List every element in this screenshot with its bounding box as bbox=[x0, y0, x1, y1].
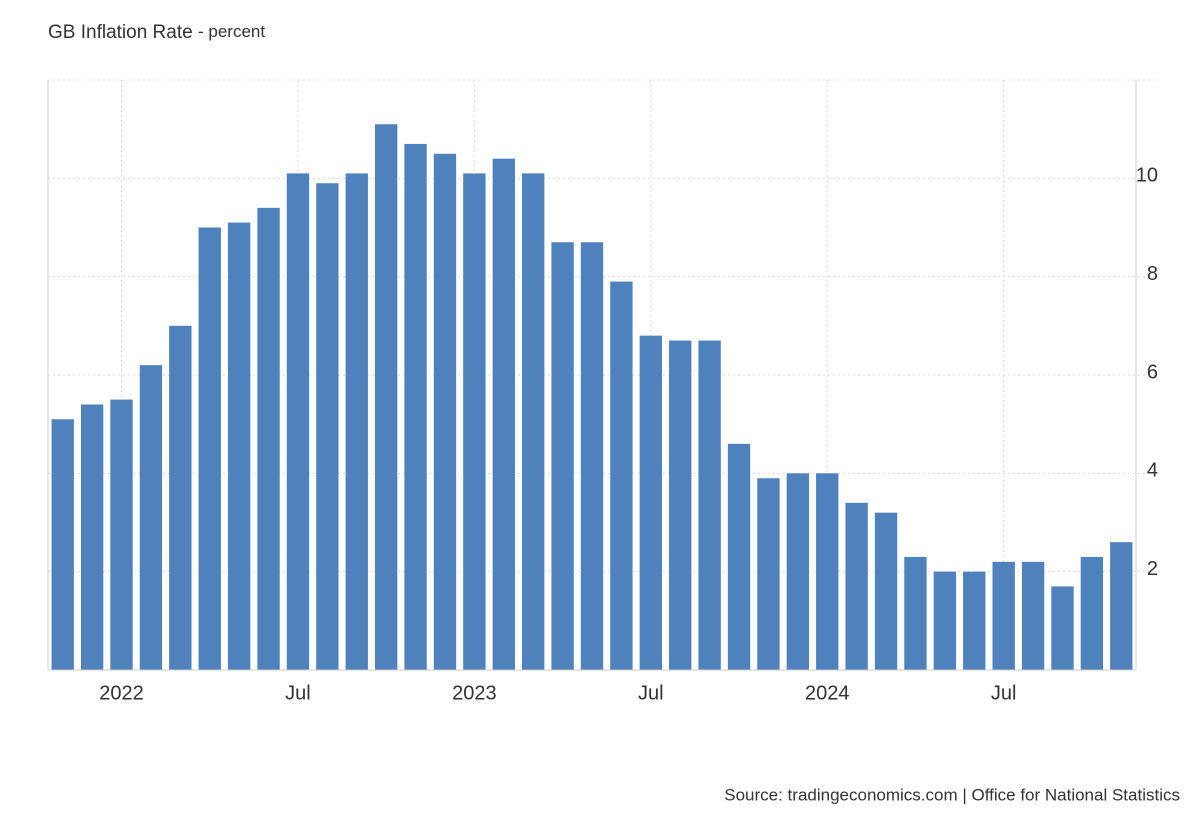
bar bbox=[169, 325, 192, 670]
bar bbox=[139, 365, 163, 670]
subtitle: - percent bbox=[198, 22, 265, 41]
bar bbox=[1110, 542, 1133, 670]
bar bbox=[904, 556, 927, 670]
bar bbox=[1051, 586, 1074, 670]
bar bbox=[522, 173, 545, 670]
bar bbox=[727, 443, 751, 670]
bar bbox=[316, 183, 339, 670]
y-tick-label: 2 bbox=[1147, 558, 1158, 580]
bar bbox=[51, 419, 74, 670]
bar bbox=[963, 571, 986, 670]
bar bbox=[1080, 556, 1104, 670]
bar bbox=[551, 242, 574, 670]
y-tick-label: 8 bbox=[1147, 263, 1158, 285]
bar bbox=[286, 173, 310, 670]
bar bbox=[227, 222, 251, 671]
bar bbox=[845, 502, 868, 670]
title: GB Inflation Rate bbox=[48, 22, 193, 43]
bar bbox=[874, 512, 898, 670]
bar bbox=[257, 207, 280, 671]
y-tick-label: 10 bbox=[1136, 165, 1158, 187]
bar bbox=[933, 571, 957, 670]
y-tick-label: 4 bbox=[1147, 460, 1158, 482]
bar bbox=[463, 173, 486, 670]
x-tick-label: Jul bbox=[638, 682, 664, 704]
x-tick-label: 2024 bbox=[805, 682, 850, 704]
bar bbox=[580, 242, 604, 670]
bar bbox=[345, 173, 368, 670]
x-tick-label: Jul bbox=[285, 682, 311, 704]
y-tick-label: 6 bbox=[1147, 361, 1158, 383]
bar bbox=[492, 158, 515, 670]
bar bbox=[992, 561, 1015, 670]
x-tick-label: Jul bbox=[991, 682, 1017, 704]
bar bbox=[433, 153, 457, 670]
bar bbox=[1021, 561, 1045, 670]
bar bbox=[110, 399, 133, 670]
bar bbox=[80, 404, 104, 670]
bar bbox=[374, 124, 398, 670]
bar bbox=[610, 281, 633, 670]
bar bbox=[404, 143, 427, 670]
bar bbox=[198, 227, 221, 670]
x-tick-label: 2023 bbox=[452, 682, 497, 704]
bar bbox=[757, 478, 780, 670]
bar bbox=[669, 340, 692, 670]
bar bbox=[639, 335, 662, 670]
source: Source: tradingeconomics.com | Office fo… bbox=[724, 785, 1180, 804]
bar bbox=[698, 340, 721, 670]
bar bbox=[786, 473, 810, 670]
x-tick-label: 2022 bbox=[99, 682, 144, 704]
chart-title: GB Inflation Rate - percent bbox=[48, 22, 265, 43]
bar bbox=[816, 473, 839, 670]
